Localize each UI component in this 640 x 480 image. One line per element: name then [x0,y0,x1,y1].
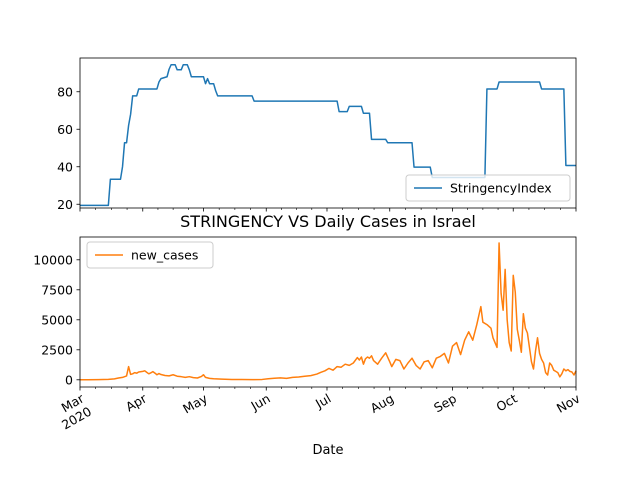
stringency-y-tick-label: 20 [57,197,73,212]
stringency-legend-label: StringencyIndex [450,181,552,196]
x-axis-title: Date [312,443,343,458]
cases-x-tick-label: Apr [123,390,150,414]
cases-x-tick-label: Aug [368,391,397,416]
cases-x-tick-label: May [180,390,210,416]
cases-x-tick-label: Oct [494,391,520,415]
stringency-series-line [80,64,576,207]
cases-series-line [79,242,577,381]
cases-y-tick-label: 5000 [41,312,73,327]
cases-legend: new_cases [86,241,214,269]
cases-legend-label: new_cases [131,248,198,263]
cases-plot-frame [79,236,577,388]
cases-y-tick-label: 10000 [33,252,73,267]
cases-y-tick-label: 0 [65,372,73,387]
cases-y-tick-label: 2500 [41,342,73,357]
cases-x-tick-label: Jul [312,391,333,412]
cases-x-tick-label: Nov [554,390,583,415]
stringency-plot-frame [79,57,577,209]
cases-chart-title: STRINGENCY VS Daily Cases in Israel [180,212,476,231]
cases-x-tick-label: Jun [247,391,272,414]
stringency-legend: StringencyIndex [405,174,571,202]
stringency-chart: 20 40 60 80 StringencyIndex [57,57,577,212]
cases-x-tick-label: Mar2020 [51,390,94,432]
cases-legend-box [86,241,214,269]
stringency-y-tick-label: 80 [57,84,73,99]
stringency-y-tick-label: 60 [57,122,73,137]
stringency-y-tick-label: 40 [57,159,73,174]
cases-x-tick-label: Sep [431,391,459,416]
cases-y-tick-label: 7500 [41,282,73,297]
stringency-legend-box [405,174,571,202]
cases-chart: 0 2500 5000 7500 10000 Mar2020 Apr May Jun Jul Aug… [33,236,583,432]
